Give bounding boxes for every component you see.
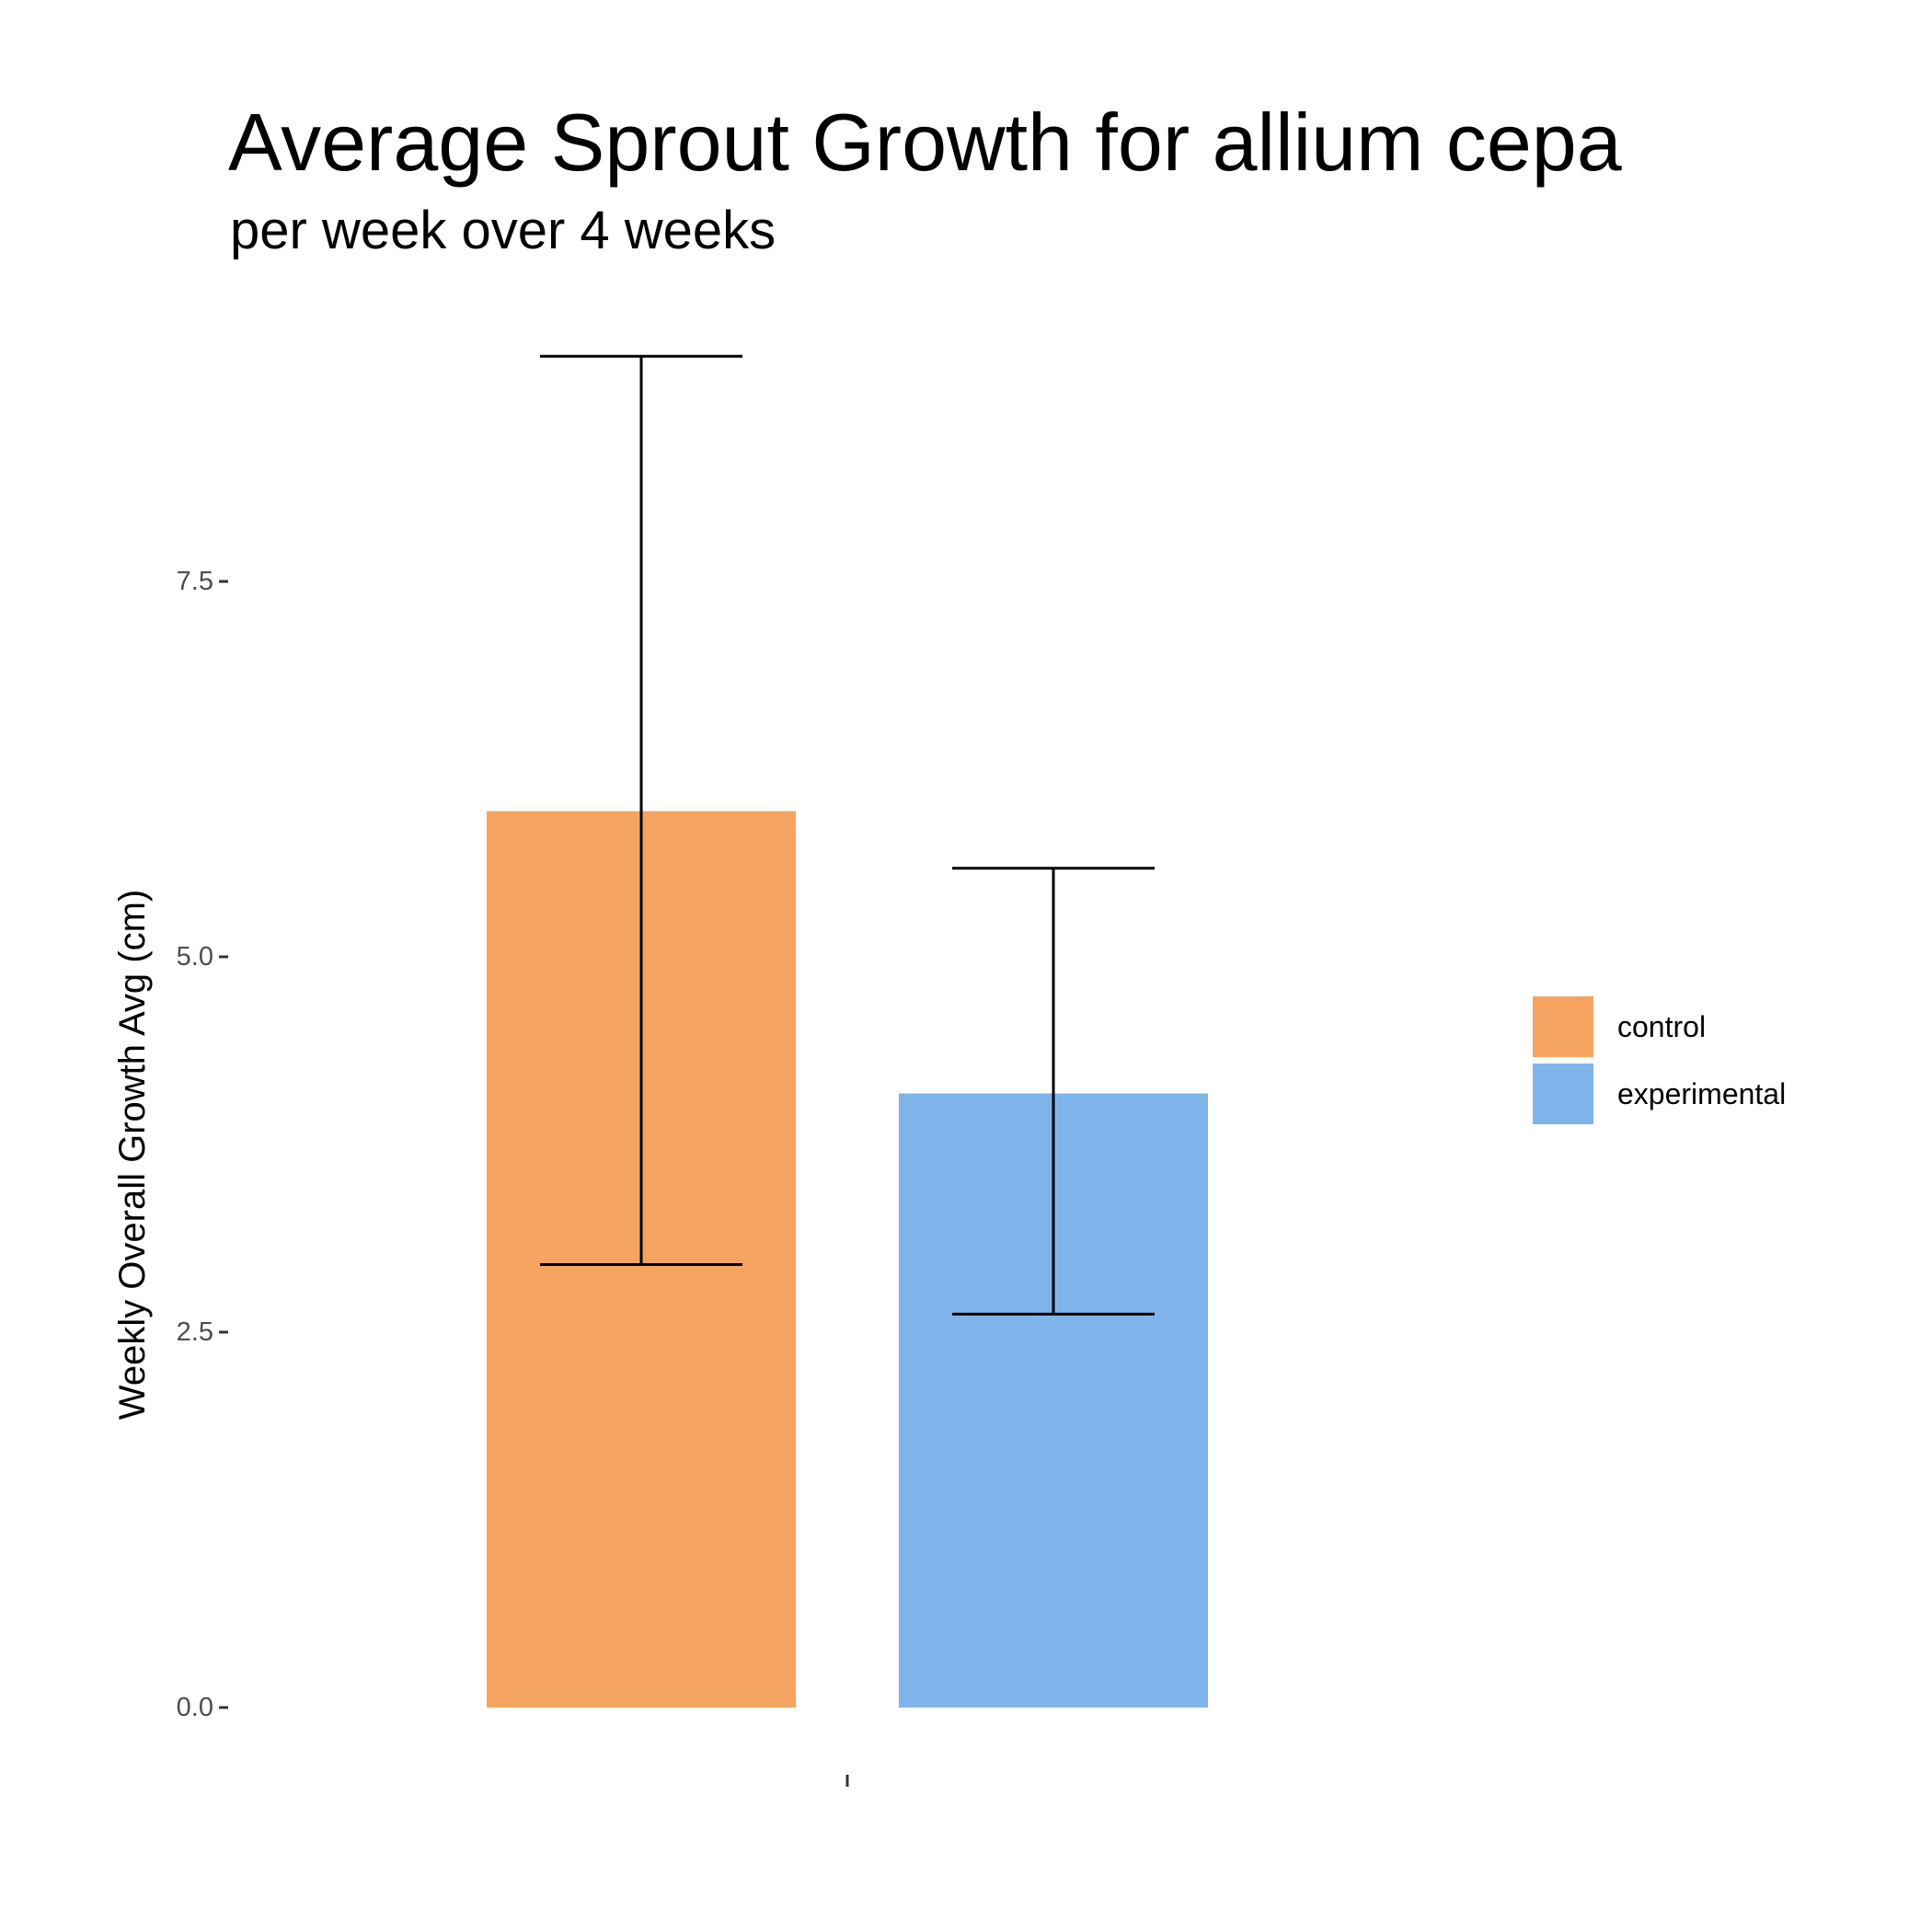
chart-subtitle: per week over 4 weeks — [230, 201, 776, 260]
legend: control experimental — [1533, 996, 1786, 1124]
error-bar-control — [540, 354, 742, 1267]
y-tick-label: 5.0 — [177, 942, 213, 972]
legend-label-control: control — [1617, 1010, 1706, 1043]
chart-title: Average Sprout Growth for allium cepa — [228, 97, 1622, 188]
y-tick-label: 7.5 — [177, 567, 213, 596]
error-bar-experimental — [952, 867, 1155, 1316]
legend-key-experimental — [1533, 1064, 1593, 1124]
plot-area: 0.0 2.5 5.0 7.5 — [177, 354, 1208, 1787]
y-tick-label: 2.5 — [177, 1317, 213, 1347]
legend-key-control — [1533, 996, 1593, 1057]
legend-label-experimental: experimental — [1617, 1077, 1786, 1110]
y-tick-label: 0.0 — [177, 1693, 213, 1722]
y-axis-label: Weekly Overall Growth Avg (cm) — [112, 890, 153, 1420]
